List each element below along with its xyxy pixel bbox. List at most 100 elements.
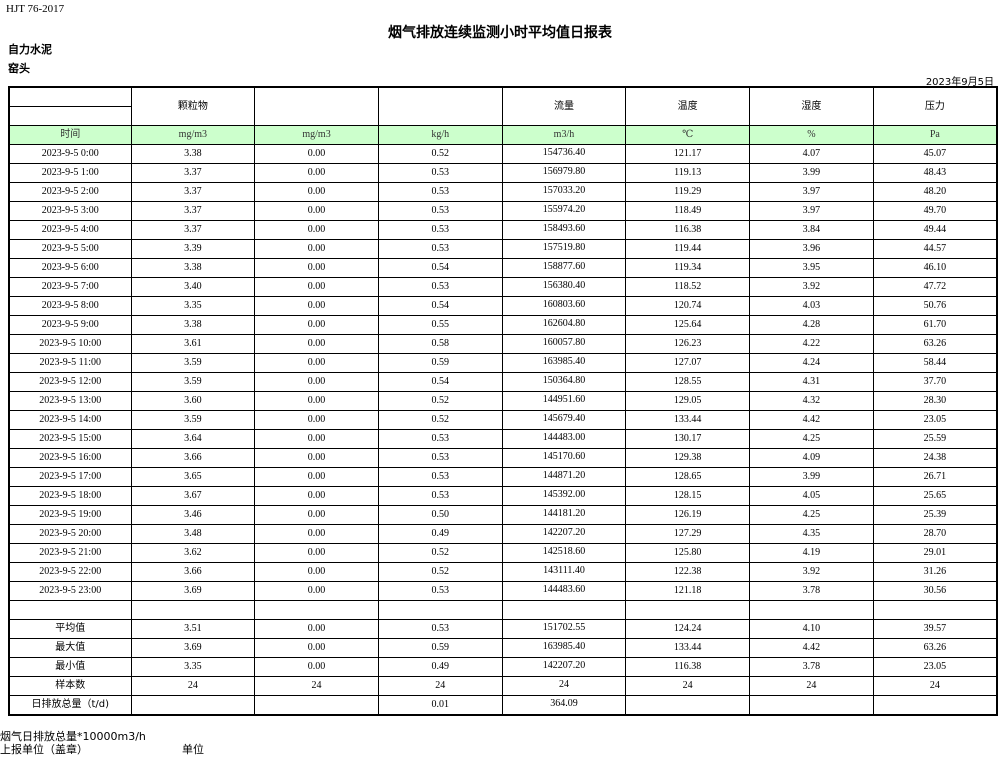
table-row: 2023-9-5 6:00 3.38 0.00 0.54 158877.60 119.34… [8, 258, 998, 278]
value-cell: 157033.20 [501, 182, 627, 202]
empty-cell [872, 600, 998, 620]
value-cell: 0.00 [254, 201, 379, 221]
column-header: 流量 [501, 86, 627, 126]
value-cell: 3.37 [130, 182, 256, 202]
summary-value: 23.05 [872, 657, 998, 677]
summary-value: 364.09 [501, 695, 627, 716]
summary-value: 3.78 [749, 657, 874, 677]
value-cell: 31.26 [872, 562, 998, 582]
unit-label: Pa [872, 125, 998, 145]
value-cell: 142518.60 [501, 543, 627, 563]
value-cell: 3.78 [749, 581, 874, 601]
value-cell: 0.50 [377, 505, 503, 525]
value-cell: 49.70 [872, 201, 998, 221]
value-cell: 129.05 [625, 391, 751, 411]
company-name: 自力水泥 [8, 43, 52, 56]
value-cell: 3.69 [130, 581, 256, 601]
value-cell: 3.38 [130, 315, 256, 335]
empty-cell [501, 600, 627, 620]
value-cell: 3.92 [749, 277, 874, 297]
empty-cell [625, 600, 751, 620]
time-cell: 2023-9-5 5:00 [8, 239, 132, 259]
value-cell: 158493.60 [501, 220, 627, 240]
value-cell: 3.96 [749, 239, 874, 259]
value-cell: 3.99 [749, 163, 874, 183]
value-cell: 127.07 [625, 353, 751, 373]
value-cell: 0.00 [254, 277, 379, 297]
value-cell: 0.58 [377, 334, 503, 354]
standard-code: HJT 76-2017 [6, 3, 65, 15]
value-cell: 0.54 [377, 258, 503, 278]
value-cell: 120.74 [625, 296, 751, 316]
summary-value: 0.00 [254, 657, 379, 677]
value-cell: 0.00 [254, 220, 379, 240]
value-cell: 29.01 [872, 543, 998, 563]
value-cell: 4.28 [749, 315, 874, 335]
time-cell: 2023-9-5 15:00 [8, 429, 132, 449]
time-cell: 2023-9-5 18:00 [8, 486, 132, 506]
empty-cell [254, 600, 379, 620]
table-row: 2023-9-5 10:00 3.61 0.00 0.58 160057.80 126.2… [8, 334, 998, 354]
value-cell: 133.44 [625, 410, 751, 430]
empty-cell [377, 600, 503, 620]
time-cell: 2023-9-5 0:00 [8, 144, 132, 164]
value-cell: 3.66 [130, 562, 256, 582]
value-cell: 129.38 [625, 448, 751, 468]
summary-value: 0.00 [254, 638, 379, 658]
column-header: 温度 [625, 86, 751, 126]
value-cell: 4.07 [749, 144, 874, 164]
summary-row: 平均值 3.51 0.00 0.53 151702.55 124.24 4.10 39.57 [8, 619, 998, 639]
time-cell: 2023-9-5 21:00 [8, 543, 132, 563]
value-cell: 0.00 [254, 163, 379, 183]
value-cell: 0.53 [377, 239, 503, 259]
value-cell: 144483.00 [501, 429, 627, 449]
time-cell: 2023-9-5 2:00 [8, 182, 132, 202]
value-cell: 3.38 [130, 258, 256, 278]
summary-value: 133.44 [625, 638, 751, 658]
summary-value: 124.24 [625, 619, 751, 639]
value-cell: 150364.80 [501, 372, 627, 392]
value-cell: 0.53 [377, 467, 503, 487]
value-cell: 24.38 [872, 448, 998, 468]
unit-label: ℃ [625, 125, 751, 145]
value-cell: 25.59 [872, 429, 998, 449]
value-cell: 0.52 [377, 543, 503, 563]
time-cell: 2023-9-5 1:00 [8, 163, 132, 183]
value-cell: 50.76 [872, 296, 998, 316]
value-cell: 3.67 [130, 486, 256, 506]
value-cell: 0.00 [254, 429, 379, 449]
value-cell: 4.42 [749, 410, 874, 430]
value-cell: 158877.60 [501, 258, 627, 278]
time-cell: 2023-9-5 7:00 [8, 277, 132, 297]
value-cell: 3.99 [749, 467, 874, 487]
summary-value: 4.10 [749, 619, 874, 639]
value-cell: 119.29 [625, 182, 751, 202]
time-cell: 2023-9-5 20:00 [8, 524, 132, 544]
summary-value: 39.57 [872, 619, 998, 639]
table-row: 2023-9-5 11:00 3.59 0.00 0.59 163985.40 127.0… [8, 353, 998, 373]
value-cell: 45.07 [872, 144, 998, 164]
value-cell: 0.00 [254, 144, 379, 164]
table-row: 2023-9-5 23:00 3.69 0.00 0.53 144483.60 121.1… [8, 581, 998, 601]
value-cell: 3.39 [130, 239, 256, 259]
time-cell: 2023-9-5 8:00 [8, 296, 132, 316]
table-row: 2023-9-5 19:00 3.46 0.00 0.50 144181.20 126.1… [8, 505, 998, 525]
value-cell: 125.64 [625, 315, 751, 335]
value-cell: 162604.80 [501, 315, 627, 335]
time-cell: 2023-9-5 11:00 [8, 353, 132, 373]
value-cell: 0.54 [377, 296, 503, 316]
value-cell: 3.95 [749, 258, 874, 278]
summary-value [254, 695, 379, 716]
value-cell: 49.44 [872, 220, 998, 240]
value-cell: 58.44 [872, 353, 998, 373]
column-header [377, 86, 503, 126]
table-row: 2023-9-5 1:00 3.37 0.00 0.53 156979.80 119.13… [8, 163, 998, 183]
summary-value: 0.49 [377, 657, 503, 677]
time-cell: 2023-9-5 6:00 [8, 258, 132, 278]
value-cell: 0.00 [254, 258, 379, 278]
value-cell: 3.40 [130, 277, 256, 297]
value-cell: 156979.80 [501, 163, 627, 183]
unit-label: mg/m3 [130, 125, 256, 145]
reporter-label: 上报单位（盖章） [0, 743, 88, 756]
summary-value: 0.53 [377, 619, 503, 639]
